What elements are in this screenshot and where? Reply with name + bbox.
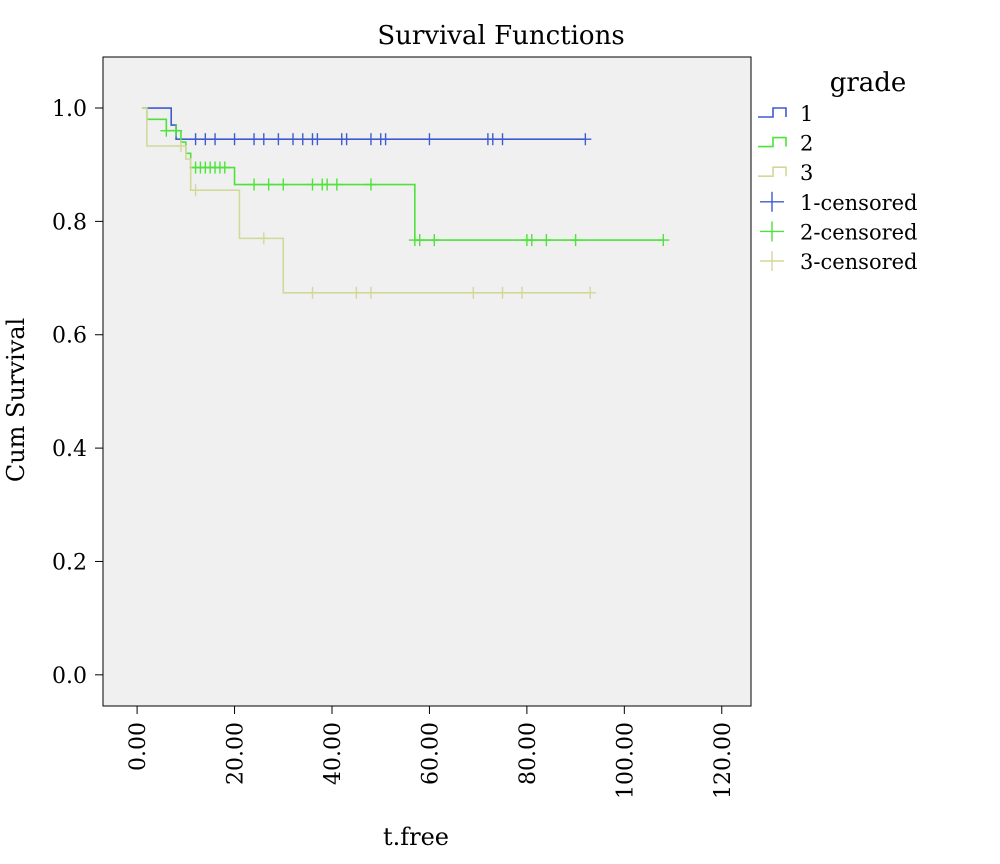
series-1-line (141, 107, 586, 140)
legend-title: grade (830, 68, 907, 98)
plot-area (102, 56, 752, 707)
legend-label-3-censored: 3-censored (800, 250, 918, 274)
legend: grade 1 2 3 1-censored 2-censored 3-censored (758, 68, 918, 274)
x-tick-label-1: 20.00 (224, 722, 249, 785)
x-tick-label-2: 40.00 (321, 722, 346, 785)
legend-label-3: 3 (800, 161, 813, 185)
x-tick-label-0: 0.00 (126, 722, 151, 771)
x-tick-label-3: 60.00 (418, 722, 443, 785)
x-tick-label-6: 120.00 (711, 722, 736, 799)
legend-label-1: 1 (800, 102, 813, 126)
axes: 0.0 0.2 0.4 0.6 0.8 1.0 0.00 20.00 40.00 60.00 80.… (52, 97, 736, 799)
y-tick-label-5: 1.0 (52, 97, 87, 122)
y-tick-label-0: 0.0 (52, 664, 87, 689)
y-tick-label-4: 0.8 (52, 210, 87, 235)
y-tick-label-3: 0.6 (52, 324, 87, 349)
y-tick-label-1: 0.2 (52, 550, 87, 575)
x-tick-label-5: 100.00 (613, 722, 638, 799)
x-axis-label: t.free (383, 823, 449, 851)
x-tick-label-4: 80.00 (516, 722, 541, 785)
legend-swatch-1 (758, 107, 787, 118)
y-axis-label: Cum Survival (2, 318, 30, 482)
legend-label-1-censored: 1-censored (800, 191, 918, 215)
legend-label-2-censored: 2-censored (800, 220, 918, 244)
series-1 (141, 107, 592, 146)
legend-label-2: 2 (800, 132, 813, 156)
y-tick-label-2: 0.4 (52, 437, 87, 462)
chart-title: Survival Functions (377, 21, 624, 51)
legend-swatch-3 (758, 166, 787, 177)
series-3 (141, 107, 597, 299)
series-layer (141, 107, 670, 299)
series-3-line (141, 107, 591, 294)
legend-swatch-2 (758, 136, 787, 148)
